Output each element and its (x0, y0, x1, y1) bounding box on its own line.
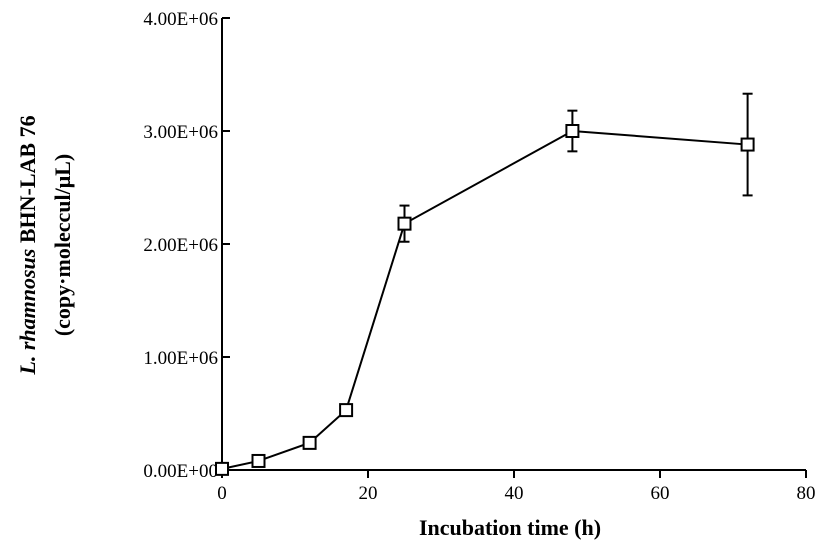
y-axis-title-line1: L. rhamnosus BHN-LAB 76 (15, 115, 40, 375)
data-point (339, 403, 354, 418)
y-tick-label: 1.00E+06 (143, 348, 218, 369)
y-axis-title-species: L. rhamnosus (15, 249, 40, 376)
y-axis-title-line2: (copy·moleccul/μL) (50, 154, 75, 336)
y-tick-label: 0.00E+00 (143, 461, 218, 482)
y-tick-label: 3.00E+06 (143, 122, 218, 143)
x-axis-ticks: 0 20 40 60 80 (217, 470, 816, 504)
x-tick-label: 20 (359, 483, 378, 504)
x-tick-label: 0 (217, 483, 227, 504)
data-point (302, 435, 317, 450)
data-point (565, 124, 580, 138)
y-axis-title-strain: BHN-LAB 76 (15, 115, 40, 248)
series-line (221, 129, 748, 470)
data-point (397, 216, 412, 231)
x-axis-title: Incubation time (h) (419, 515, 601, 540)
data-point (251, 453, 266, 468)
x-tick-label: 60 (651, 483, 670, 504)
data-series (215, 92, 755, 476)
y-axis-ticks: 0.00E+00 1.00E+06 2.00E+06 3.00E+06 4.00E+06 (143, 9, 230, 482)
data-point (215, 461, 229, 476)
x-tick-label: 40 (505, 483, 524, 504)
y-tick-label: 2.00E+06 (143, 235, 218, 256)
x-tick-label: 80 (797, 483, 816, 504)
axes (221, 18, 806, 471)
data-point (740, 137, 755, 152)
y-tick-label: 4.00E+06 (143, 9, 218, 30)
